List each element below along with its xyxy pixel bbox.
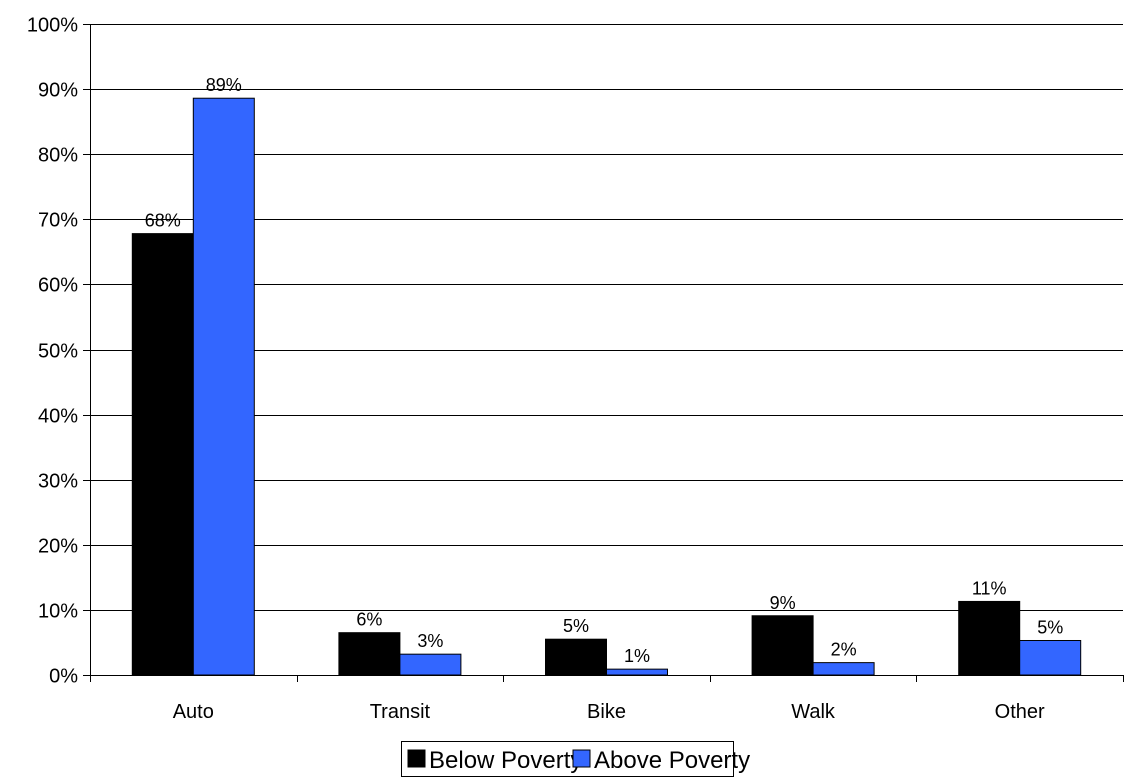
y-tick-label: 80%: [38, 145, 78, 167]
x-tick-label: Other: [995, 701, 1045, 723]
legend-label: Below Poverty: [429, 747, 582, 774]
data-labels: 68% 89% 6% 3% 5% 1% 9% 2% 11% 5%: [145, 75, 1063, 666]
legend-label: Above Poverty: [594, 747, 750, 774]
y-tick-label: 20%: [38, 536, 78, 558]
legend: Below Poverty Above Poverty: [401, 741, 750, 777]
y-tick-label: 70%: [38, 210, 78, 232]
bars: [131, 97, 1082, 676]
data-label: 6%: [356, 610, 382, 630]
data-label: 89%: [206, 75, 242, 95]
y-tick-label: 100%: [27, 15, 78, 37]
legend-swatch: [572, 749, 591, 768]
bar-above-poverty: [1019, 639, 1082, 676]
data-label: 5%: [563, 616, 589, 636]
data-label: 2%: [831, 640, 857, 660]
bar-above-poverty: [606, 668, 668, 676]
data-label: 11%: [972, 578, 1007, 598]
data-label: 5%: [1037, 617, 1063, 637]
data-label: 1%: [624, 646, 650, 666]
y-axis: 0% 10% 20% 30% 40% 50% 60% 70% 80% 90% 100%: [27, 15, 91, 688]
y-tick-label: 60%: [38, 275, 78, 297]
y-tick-label: 40%: [38, 406, 78, 428]
x-tick-label: Auto: [173, 701, 214, 723]
bar-below-poverty: [131, 233, 194, 676]
legend-box: [401, 741, 734, 777]
x-tick-label: Bike: [587, 701, 626, 723]
y-tick-label: 90%: [38, 80, 78, 102]
y-tick-label: 10%: [38, 601, 78, 623]
y-tick-label: 50%: [38, 341, 78, 363]
bar-below-poverty: [545, 638, 607, 676]
data-label: 3%: [417, 631, 443, 651]
x-tick-label: Transit: [370, 701, 431, 723]
bar-below-poverty: [751, 615, 814, 676]
legend-swatch: [407, 749, 426, 768]
x-tick-label: Walk: [791, 701, 836, 723]
bar-above-poverty: [399, 653, 462, 676]
y-tick-label: 30%: [38, 471, 78, 493]
bar-below-poverty: [958, 600, 1021, 676]
y-tick-label: 0%: [49, 666, 78, 688]
data-label: 68%: [145, 211, 181, 231]
x-axis: Auto Transit Bike Walk Other: [90, 675, 1124, 723]
bar-above-poverty: [192, 97, 255, 676]
gridlines: [90, 24, 1123, 611]
data-label: 9%: [770, 593, 796, 613]
bar-above-poverty: [812, 662, 875, 676]
bar-below-poverty: [338, 632, 401, 676]
